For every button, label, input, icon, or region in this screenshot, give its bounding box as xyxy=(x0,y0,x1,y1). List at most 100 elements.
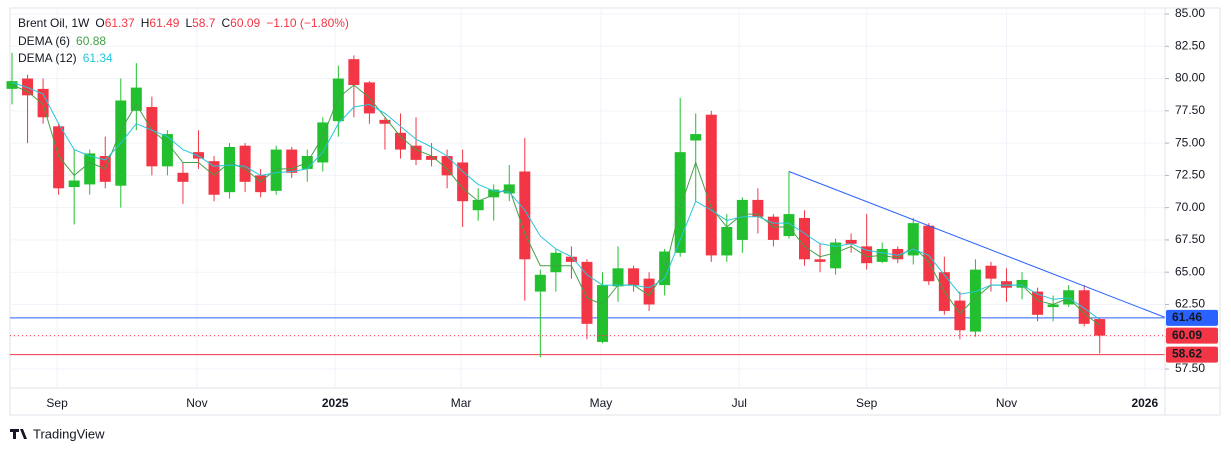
candle-body xyxy=(752,199,764,217)
candle-body xyxy=(736,199,748,240)
y-tick-label: 75.00 xyxy=(1175,135,1205,149)
candle-body xyxy=(954,300,966,331)
candle-body xyxy=(565,256,577,262)
legend-value: 61.34 xyxy=(83,51,113,65)
x-tick-label: Sep xyxy=(856,396,878,410)
y-tick-label: 65.00 xyxy=(1175,264,1205,278)
candle-body xyxy=(969,269,981,332)
y-tick-label: 77.50 xyxy=(1175,103,1205,117)
y-tick-label: 70.00 xyxy=(1175,200,1205,214)
candle-body xyxy=(286,149,298,173)
candle-body xyxy=(146,106,158,167)
candle-body xyxy=(985,265,997,279)
logo xyxy=(10,429,27,439)
y-tick-label: 67.50 xyxy=(1175,232,1205,246)
candle-body xyxy=(1094,319,1106,336)
candle-body xyxy=(861,246,873,264)
branding: TradingView xyxy=(10,426,105,441)
candle-body xyxy=(1032,291,1044,315)
candle-body xyxy=(705,114,717,256)
candle-body xyxy=(690,134,702,141)
candle-body xyxy=(457,162,469,202)
candle-body xyxy=(612,268,624,287)
candle-body xyxy=(1016,279,1028,288)
price-label: 58.62 xyxy=(1172,347,1202,361)
candle-body xyxy=(783,214,795,237)
frame xyxy=(9,7,1221,416)
candle-body xyxy=(426,156,438,160)
y-tick-label: 82.50 xyxy=(1175,38,1205,52)
candle-body xyxy=(814,259,826,262)
close-label-box xyxy=(1166,327,1218,344)
candle-body xyxy=(332,78,344,122)
close-label: 60.09 xyxy=(1172,328,1202,342)
header: Brent Oil, 1W O61.37 H61.49 L58.7 C60.09 −1.1… xyxy=(18,16,349,30)
y-tick-label: 57.50 xyxy=(1175,361,1205,375)
x-tick-label: 2026 xyxy=(1131,396,1158,410)
legend-entry: DEMA (6) 60.88 xyxy=(18,34,106,48)
candle-body xyxy=(830,242,842,269)
candle-body xyxy=(674,152,686,253)
candle-body xyxy=(192,152,204,159)
open-value: 61.37 xyxy=(105,16,135,30)
dema-line xyxy=(11,81,1100,320)
candle-body xyxy=(628,268,640,286)
candle-body xyxy=(1047,304,1059,308)
candle-body xyxy=(224,146,236,193)
close-value: 60.09 xyxy=(230,16,260,30)
trend-line xyxy=(788,171,1166,318)
x-tick-label: Jul xyxy=(732,396,747,410)
legend-name: DEMA (6) xyxy=(18,34,70,48)
change: −1.10 (−1.80%) xyxy=(266,16,349,30)
l-letter: L xyxy=(185,16,192,30)
candle-body xyxy=(892,248,904,260)
candle-body xyxy=(239,145,251,182)
candle-body xyxy=(410,145,422,160)
legend-value: 60.88 xyxy=(76,34,106,48)
h-letter: H xyxy=(141,16,150,30)
candle-body xyxy=(581,261,593,324)
low-value: 58.7 xyxy=(192,16,216,30)
candle-body xyxy=(643,278,655,305)
legend-entry: DEMA (12) 61.34 xyxy=(18,51,113,65)
y-tick-label: 85.00 xyxy=(1175,6,1205,20)
candle-body xyxy=(1078,290,1090,324)
c-letter: C xyxy=(221,16,230,30)
x-tick-label: Nov xyxy=(996,396,1017,410)
candle-body xyxy=(161,134,173,167)
y-tick-label: 80.00 xyxy=(1175,71,1205,85)
candle-body xyxy=(472,199,484,211)
candle-body xyxy=(767,216,779,240)
candle-body xyxy=(348,59,360,86)
price-label-box xyxy=(1166,346,1218,363)
candle-body xyxy=(255,175,267,193)
candle-body xyxy=(550,252,562,273)
candle-body xyxy=(923,225,935,282)
x-tick-label: 2025 xyxy=(322,396,349,410)
candle-body xyxy=(534,274,546,292)
symbol: Brent Oil, 1W xyxy=(18,16,90,30)
grid xyxy=(10,10,1165,388)
x-tick-label: May xyxy=(590,396,613,410)
y-tick-label: 62.50 xyxy=(1175,297,1205,311)
high-value: 61.49 xyxy=(149,16,179,30)
candle-body xyxy=(798,217,810,260)
candle-body xyxy=(596,285,608,342)
candle-body xyxy=(721,227,733,256)
marks xyxy=(6,52,1166,358)
candle-body xyxy=(488,189,500,198)
candle-body xyxy=(270,149,282,191)
candle-body xyxy=(907,223,919,256)
brand-text: TradingView xyxy=(33,426,105,441)
price-label: 61.46 xyxy=(1172,310,1202,324)
candle-body xyxy=(441,156,453,176)
price-label-box xyxy=(1166,309,1218,326)
candle-body xyxy=(317,122,329,163)
candle-body xyxy=(53,126,65,189)
candle-body xyxy=(845,239,857,244)
candle-body xyxy=(130,87,142,111)
candle-body xyxy=(394,132,406,150)
o-letter: O xyxy=(95,16,104,30)
candle-body xyxy=(22,78,34,96)
